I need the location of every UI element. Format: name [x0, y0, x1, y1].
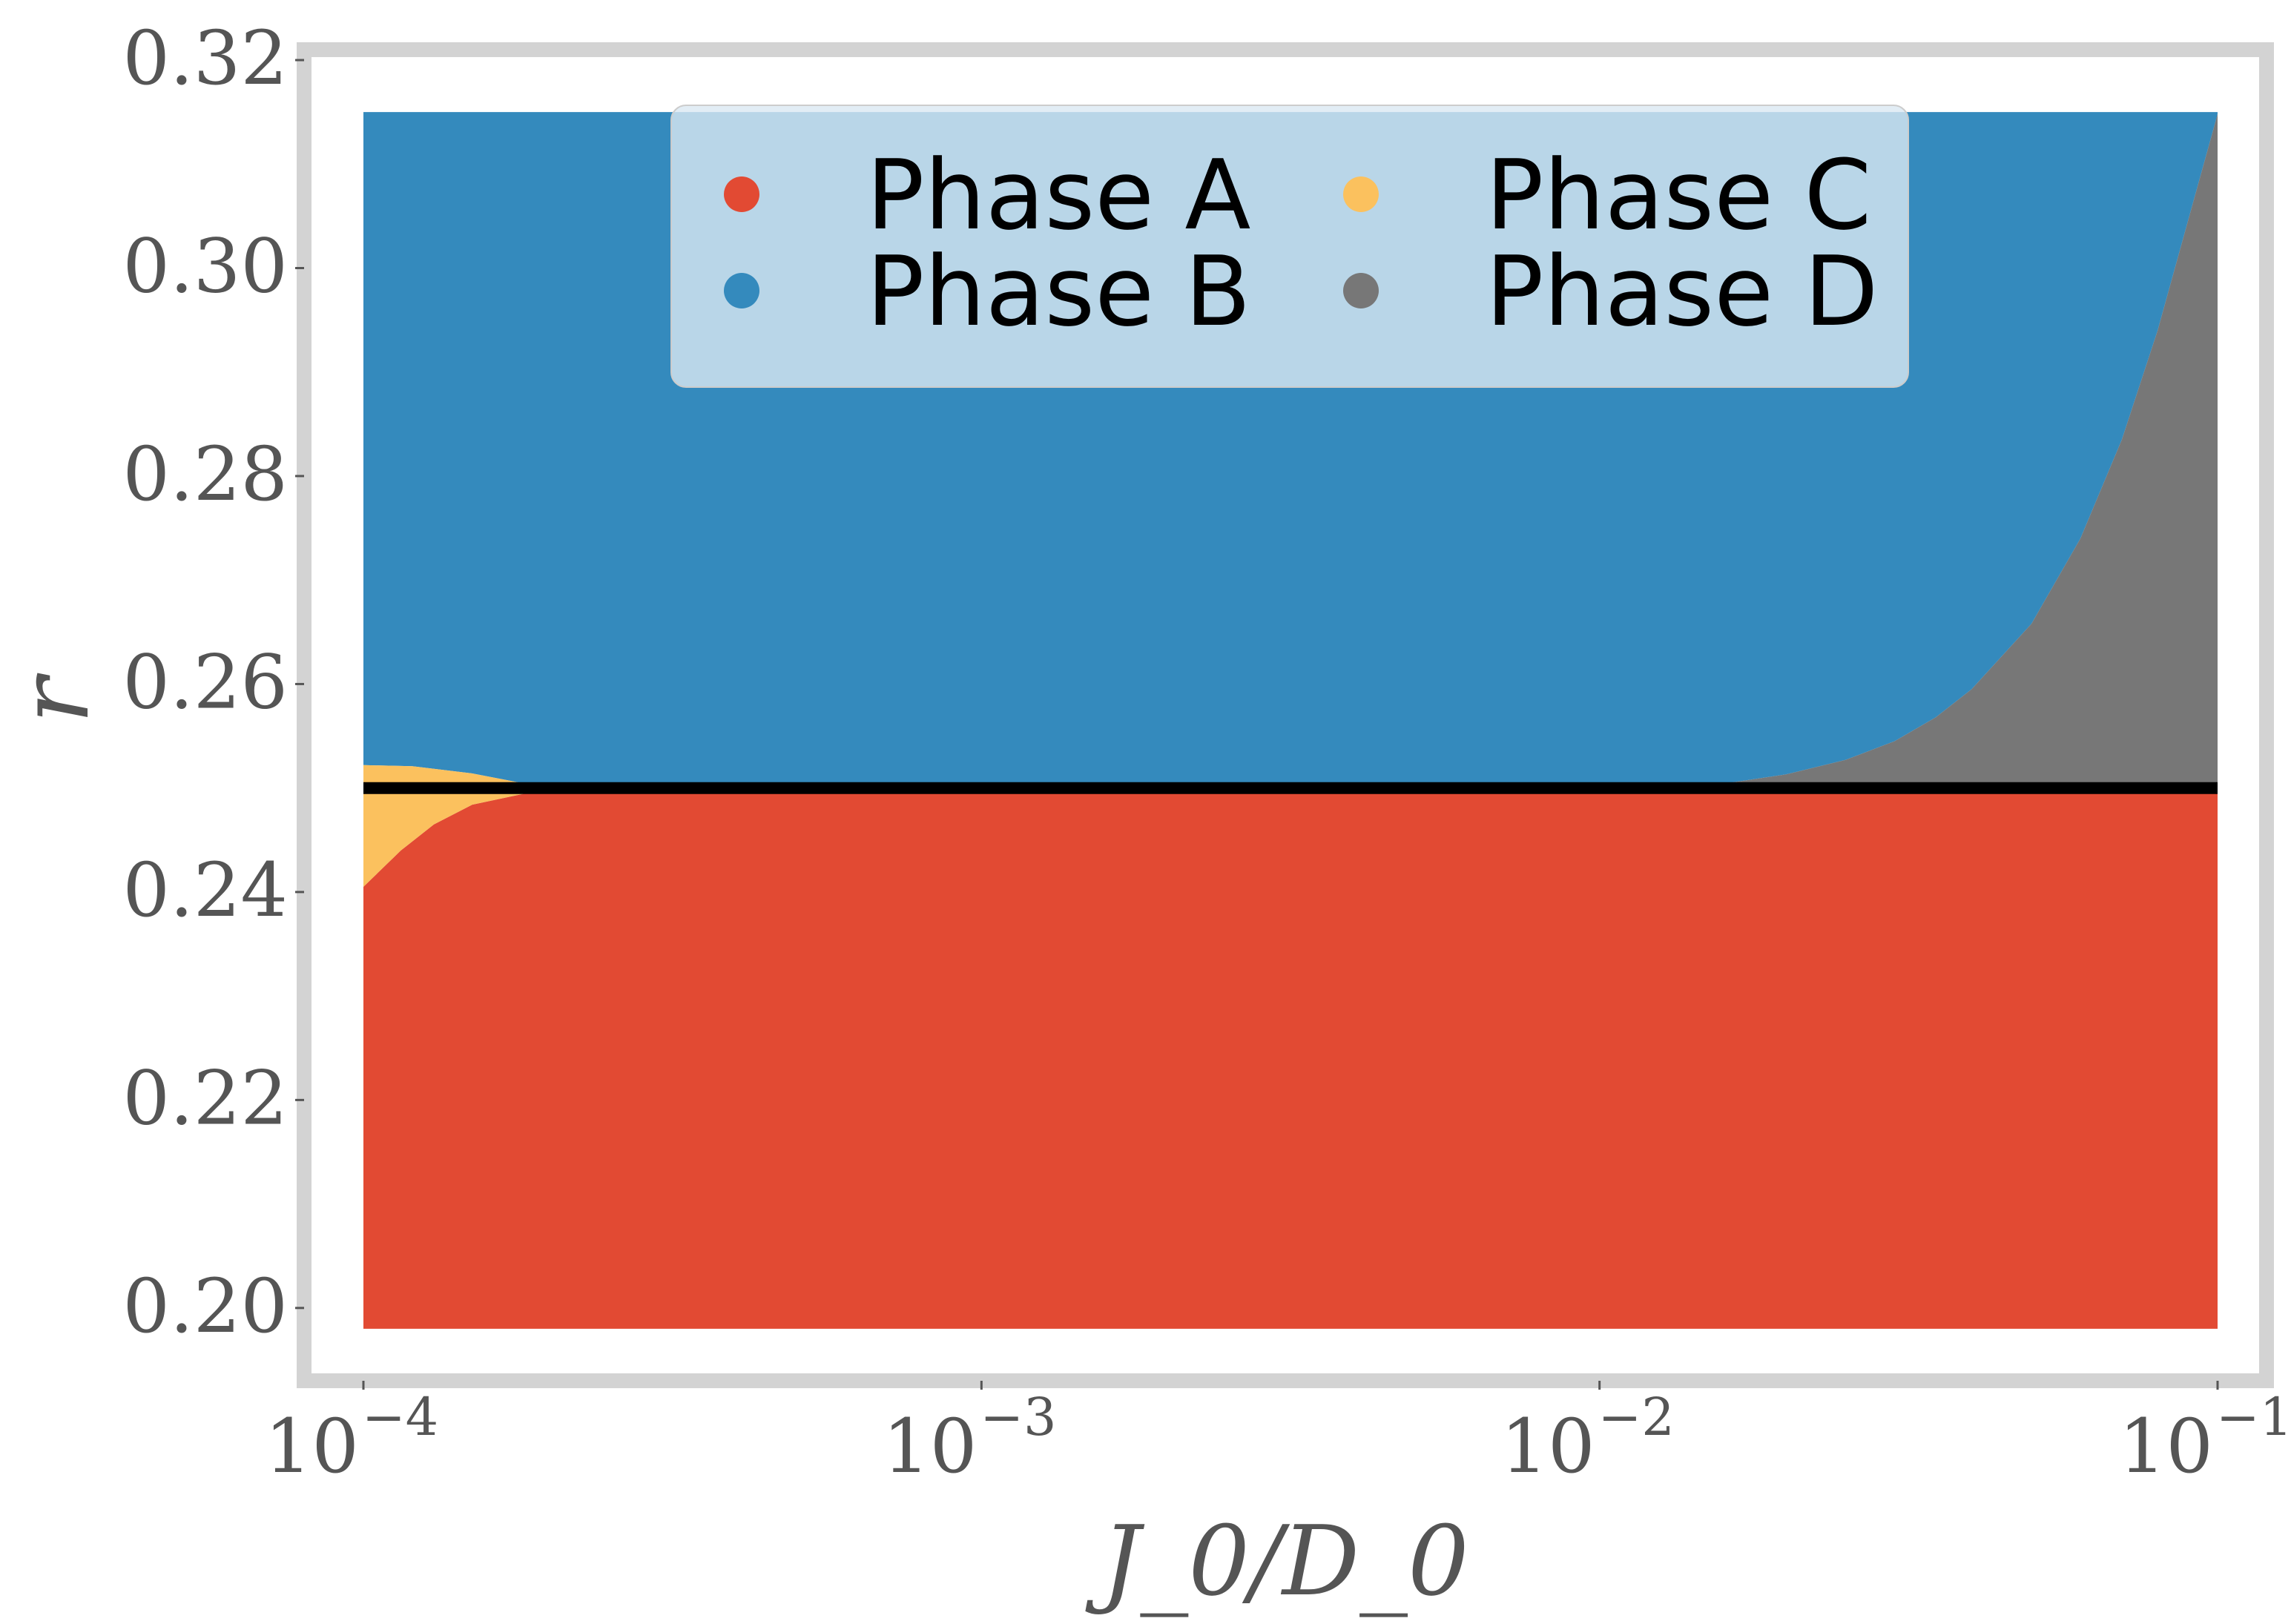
y-tick-label: 0.30	[122, 222, 288, 309]
x-tick-base: 10	[2119, 1403, 2213, 1490]
legend-label: Phase B	[866, 235, 1251, 348]
tick-marks	[295, 59, 2219, 1390]
x-axis-label: J_0/D_0	[1085, 1505, 1469, 1617]
x-tick-label: 10 −1	[2119, 1387, 2291, 1490]
x-tick-exponent: −2	[1598, 1387, 1675, 1448]
phase-d-region	[1708, 113, 2218, 788]
y-tick-label: 0.28	[122, 431, 288, 518]
x-tick-label: 10 −2	[1500, 1387, 1674, 1490]
legend-marker	[1343, 273, 1379, 308]
x-tick-base: 10	[883, 1403, 977, 1490]
y-tick-label: 0.20	[122, 1263, 288, 1350]
x-tick-exponent: −4	[362, 1387, 438, 1448]
legend-marker	[724, 176, 759, 212]
x-tick-exponent: −3	[980, 1387, 1056, 1448]
legend-marker	[724, 273, 759, 308]
phase-c-region	[363, 765, 536, 887]
y-tick-label: 0.26	[122, 638, 288, 725]
y-tick-label: 0.22	[122, 1054, 288, 1141]
legend-label: Phase A	[866, 139, 1250, 251]
legend-box	[670, 105, 1909, 388]
legend-marker	[1343, 176, 1379, 212]
x-tick-base: 10	[265, 1403, 359, 1490]
x-tick-label: 10 −4	[265, 1387, 438, 1490]
x-tick-base: 10	[1500, 1403, 1595, 1490]
x-tick-label: 10 −3	[883, 1387, 1056, 1490]
legend-label: Phase C	[1486, 139, 1871, 251]
y-axis-label: r	[0, 673, 111, 724]
phase-a-region	[363, 788, 2218, 1329]
y-tick-label: 0.32	[122, 15, 288, 102]
x-tick-exponent: −1	[2216, 1387, 2291, 1448]
y-tick-label: 0.24	[122, 847, 288, 934]
legend-label: Phase D	[1486, 235, 1879, 348]
